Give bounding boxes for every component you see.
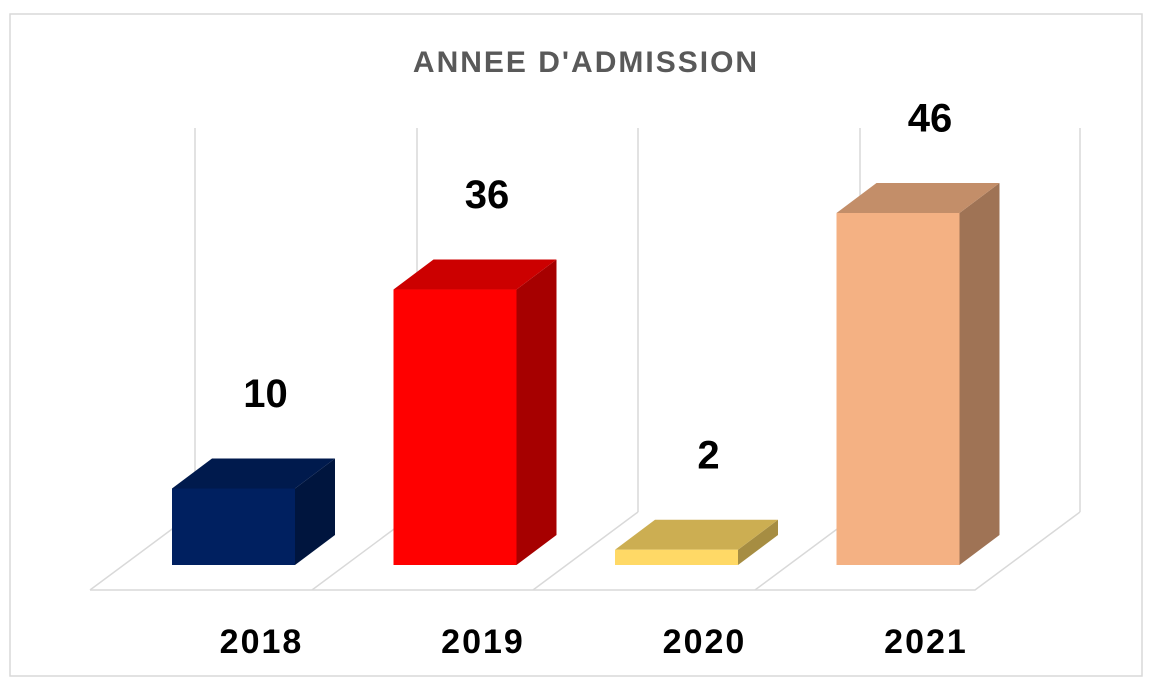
x-tick-label: 2019 — [441, 623, 525, 661]
bar-side — [959, 183, 1000, 565]
bar — [393, 289, 517, 565]
value-label: 36 — [465, 173, 510, 217]
bar — [172, 488, 295, 565]
bar-side — [295, 458, 335, 565]
x-tick-label: 2020 — [663, 623, 747, 661]
bar-top — [836, 183, 1000, 213]
x-tick-label: 2021 — [884, 623, 968, 661]
value-label: 46 — [908, 97, 953, 141]
bar — [836, 213, 960, 565]
bar — [615, 549, 738, 565]
x-tick-label: 2018 — [220, 623, 304, 661]
bar-side — [738, 519, 778, 565]
bar-side — [516, 259, 557, 565]
bar-top — [172, 458, 335, 489]
chart-title: ANNEE D'ADMISSION — [413, 46, 759, 79]
value-label: 2 — [697, 433, 719, 477]
value-label: 10 — [243, 372, 288, 416]
bar-top — [393, 259, 557, 290]
bar-top — [615, 519, 778, 550]
